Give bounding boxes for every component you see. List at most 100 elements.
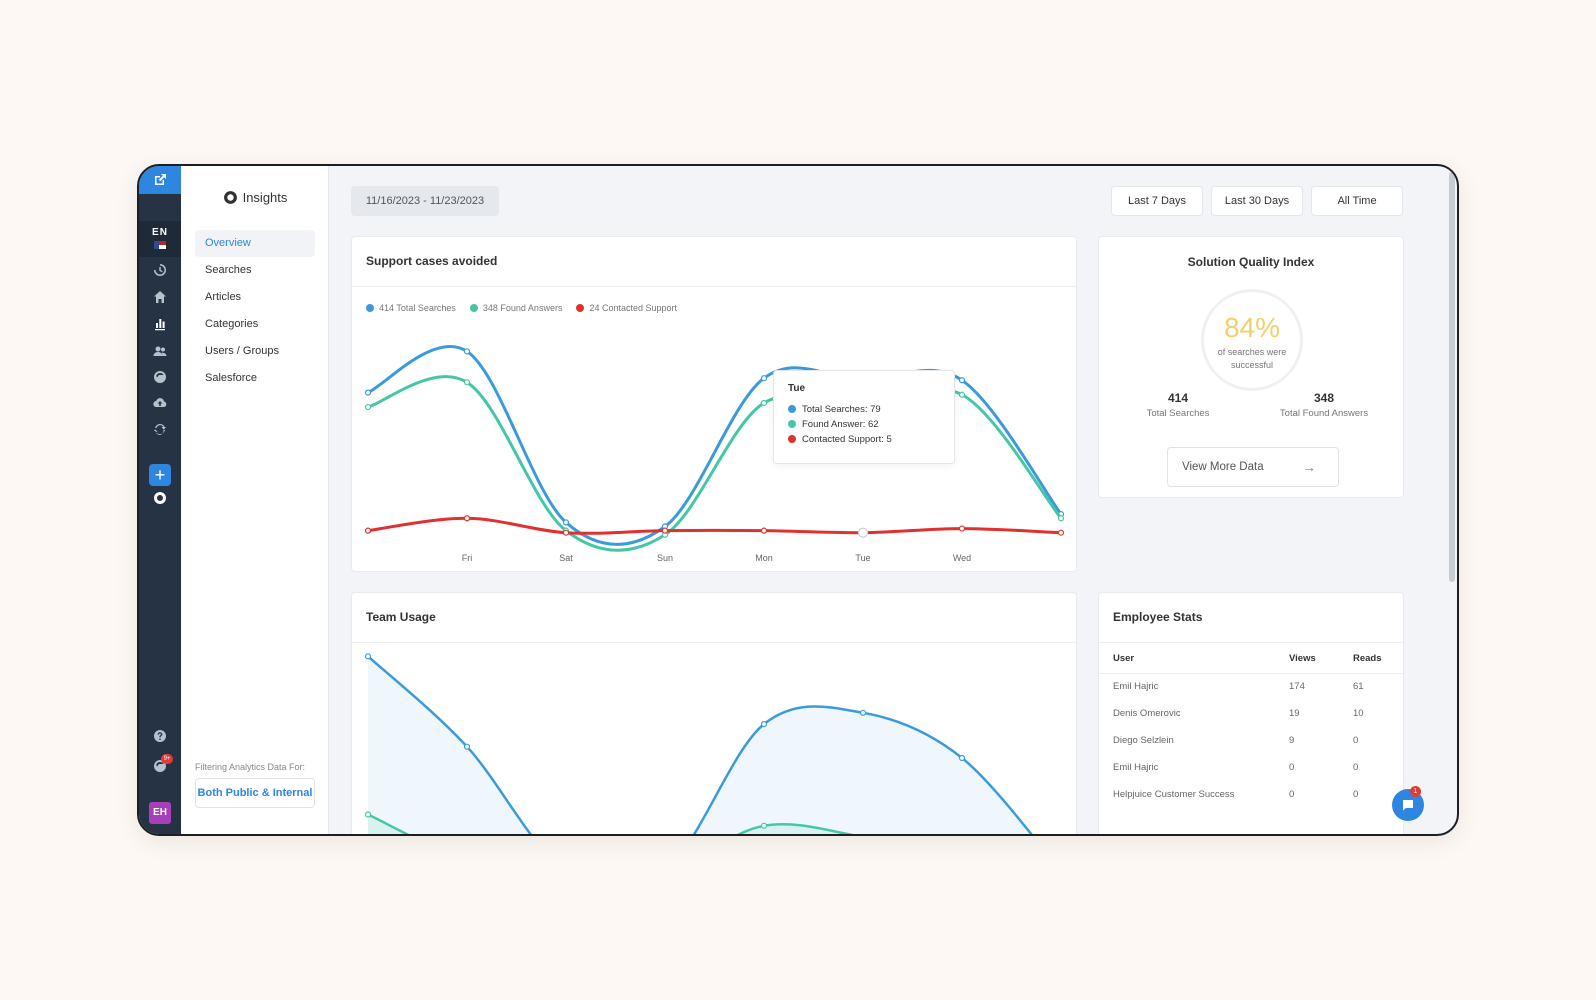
employee-stats-card: Employee Stats User Views Reads Emil Haj… bbox=[1098, 592, 1404, 834]
app-title: Insights bbox=[242, 190, 288, 205]
cell-user: Emil Hajric bbox=[1113, 681, 1159, 693]
data-point[interactable] bbox=[364, 653, 372, 660]
cell-reads: 10 bbox=[1353, 708, 1364, 719]
column-header-user[interactable]: User bbox=[1099, 645, 1275, 674]
data-point[interactable] bbox=[760, 527, 768, 534]
date-range-picker[interactable]: 11/16/2023 - 11/23/2023 bbox=[351, 186, 499, 216]
legend-item-total-searches[interactable]: 414 Total Searches bbox=[366, 303, 456, 313]
language-switcher[interactable]: EN bbox=[139, 221, 181, 257]
table-row[interactable]: Emil Hajric 174 61 bbox=[1099, 673, 1403, 700]
nav-item-categories[interactable]: Categories bbox=[205, 318, 259, 330]
cloud-button[interactable] bbox=[139, 393, 181, 413]
sync-button[interactable] bbox=[139, 419, 181, 439]
cell-views: 174 bbox=[1289, 681, 1305, 693]
series-line-0[interactable] bbox=[367, 655, 1061, 836]
bar-chart-icon bbox=[155, 319, 165, 331]
integrations-button[interactable] bbox=[139, 367, 181, 387]
analytics-button[interactable] bbox=[139, 314, 181, 334]
column-header-views[interactable]: Views bbox=[1275, 645, 1339, 674]
home-icon bbox=[154, 291, 166, 303]
legend-dot bbox=[788, 420, 796, 428]
data-point[interactable] bbox=[364, 389, 372, 396]
table-row[interactable]: Emil Hajric 0 0 bbox=[1099, 754, 1403, 781]
tooltip-row: Found Answer: 62 bbox=[788, 419, 940, 430]
table-row[interactable]: Denis Omerovic 19 10 bbox=[1099, 700, 1403, 727]
quality-caption: of searches were successful bbox=[1217, 347, 1287, 370]
view-more-data-button[interactable]: View More Data → bbox=[1167, 447, 1339, 487]
series-line-total-searches[interactable] bbox=[367, 344, 1063, 546]
series-area-0 bbox=[368, 656, 1032, 834]
data-point[interactable] bbox=[958, 754, 966, 762]
support-line-chart[interactable]: Fri Sat Sun Mon Tue Wed bbox=[352, 237, 1078, 573]
cell-views: 0 bbox=[1289, 762, 1295, 773]
users-icon bbox=[153, 346, 167, 356]
series-area-1 bbox=[368, 814, 847, 834]
chart-legend: 414 Total Searches 348 Found Answers 24 … bbox=[366, 303, 677, 313]
x-tick-label: Mon bbox=[755, 553, 773, 563]
avatar[interactable]: EH bbox=[149, 802, 171, 824]
nav-item-salesforce[interactable]: Salesforce bbox=[205, 372, 257, 384]
table-row[interactable]: Helpjuice Customer Success 0 0 bbox=[1099, 781, 1403, 808]
history-button[interactable] bbox=[139, 260, 181, 280]
cell-user: Helpjuice Customer Success bbox=[1113, 789, 1235, 800]
x-tick-label: Sat bbox=[559, 553, 573, 563]
data-point[interactable] bbox=[1057, 529, 1065, 536]
table-row[interactable]: Diego Selzlein 9 0 bbox=[1099, 727, 1403, 754]
team-usage-area-chart[interactable] bbox=[352, 593, 1078, 836]
nav-item-overview[interactable]: Overview bbox=[195, 230, 315, 257]
stat-total-searches: 414 Total Searches bbox=[1123, 391, 1233, 419]
nav-item-searches[interactable]: Searches bbox=[205, 264, 252, 276]
nav-item-articles[interactable]: Articles bbox=[205, 291, 242, 303]
quality-percent: 84% bbox=[1223, 312, 1281, 343]
range-last-7-days[interactable]: Last 7 Days bbox=[1111, 186, 1203, 216]
nav-item-users-groups[interactable]: Users / Groups bbox=[205, 345, 279, 357]
data-point[interactable] bbox=[857, 527, 869, 538]
legend-label: 348 Found Answers bbox=[482, 303, 563, 313]
notifications-button[interactable] bbox=[139, 756, 181, 776]
data-point[interactable] bbox=[463, 348, 471, 355]
data-point[interactable] bbox=[760, 721, 768, 728]
range-last-30-days[interactable]: Last 30 Days bbox=[1211, 186, 1303, 216]
add-button[interactable]: + bbox=[149, 464, 171, 486]
data-point[interactable] bbox=[760, 399, 768, 407]
data-point[interactable] bbox=[463, 743, 471, 750]
users-button[interactable] bbox=[139, 341, 181, 361]
main-content: 11/16/2023 - 11/23/2023 Last 7 Days Last… bbox=[329, 166, 1457, 834]
legend-item-contacted-support[interactable]: 24 Contacted Support bbox=[576, 303, 677, 313]
data-point[interactable] bbox=[958, 377, 966, 384]
sync-icon bbox=[154, 423, 166, 435]
data-point[interactable] bbox=[364, 403, 372, 411]
team-usage-card: Team Usage bbox=[351, 592, 1078, 836]
page-scrollbar[interactable] bbox=[1449, 172, 1455, 582]
range-all-time[interactable]: All Time bbox=[1311, 186, 1403, 216]
data-point[interactable] bbox=[760, 375, 768, 382]
external-link-button[interactable] bbox=[139, 166, 181, 194]
data-point[interactable] bbox=[958, 391, 966, 398]
column-header-reads[interactable]: Reads bbox=[1339, 645, 1403, 674]
audience-filter-button[interactable]: Both Public & Internal bbox=[195, 778, 315, 808]
data-point[interactable] bbox=[562, 519, 570, 526]
language-code: EN bbox=[152, 227, 168, 238]
data-point[interactable] bbox=[463, 379, 471, 386]
home-button[interactable] bbox=[139, 287, 181, 307]
legend-dot bbox=[576, 304, 585, 312]
data-point[interactable] bbox=[562, 529, 570, 536]
data-point[interactable] bbox=[861, 835, 866, 836]
help-button[interactable] bbox=[139, 726, 181, 746]
data-point[interactable] bbox=[859, 709, 867, 716]
series-line-contacted-support[interactable] bbox=[367, 516, 1062, 535]
legend-item-found-answers[interactable]: 348 Found Answers bbox=[469, 303, 563, 313]
data-point[interactable] bbox=[661, 527, 669, 534]
insights-button[interactable] bbox=[139, 488, 181, 508]
tooltip-title: Tue bbox=[788, 383, 806, 394]
data-point[interactable] bbox=[463, 515, 471, 522]
legend-label: 414 Total Searches bbox=[379, 303, 456, 313]
data-point[interactable] bbox=[364, 811, 372, 818]
data-point[interactable] bbox=[760, 822, 768, 829]
series-line-found-answers[interactable] bbox=[367, 375, 1063, 552]
lifebuoy-icon bbox=[154, 492, 166, 504]
data-point[interactable] bbox=[364, 527, 372, 534]
data-point[interactable] bbox=[1057, 515, 1065, 522]
data-point[interactable] bbox=[958, 525, 966, 532]
cell-reads: 0 bbox=[1353, 789, 1359, 800]
